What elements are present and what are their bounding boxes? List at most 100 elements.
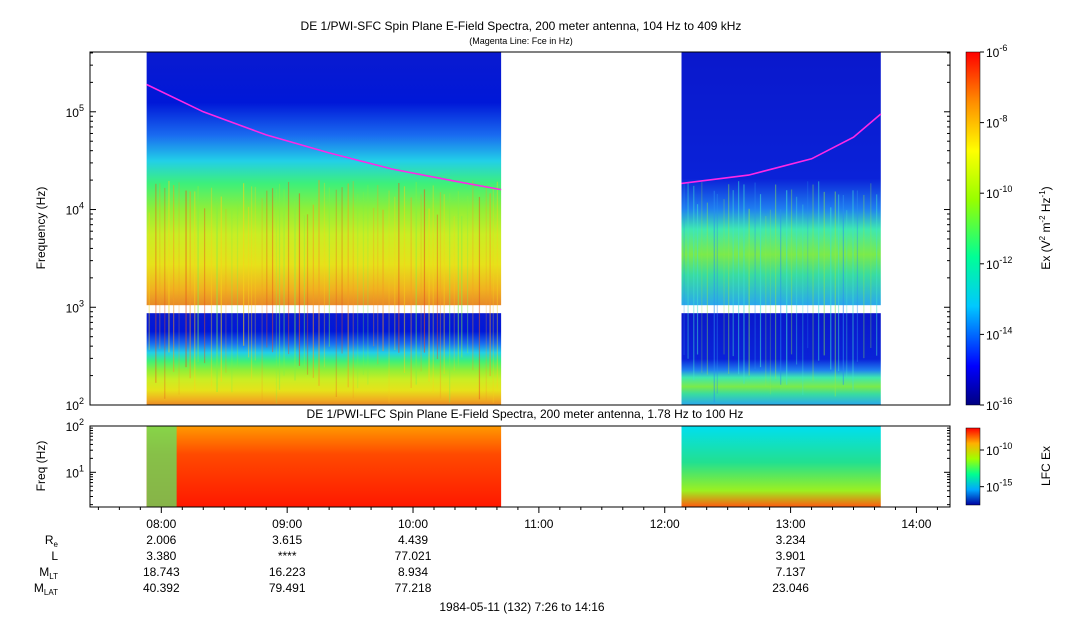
sfc-texture-streak xyxy=(155,183,157,383)
sfc-texture-streak xyxy=(278,183,281,390)
sfc-texture-streak xyxy=(775,184,777,380)
sfc-texture-streak xyxy=(377,185,379,365)
sfc-texture-streak xyxy=(231,210,233,393)
sfc-colorbar-label: Ex (V2 m-2 Hz-1) xyxy=(1038,186,1053,269)
ephemeris-value: 3.380 xyxy=(146,549,176,563)
sfc-texture-streak xyxy=(210,187,213,387)
lfc-colorbar-ticks: 10-10 10-15 xyxy=(980,441,1012,495)
sfc-texture-streak xyxy=(294,200,296,381)
sfc-texture-streak xyxy=(341,187,343,354)
sfc-texture-streak xyxy=(823,191,825,356)
sfc-texture-streak xyxy=(453,216,455,371)
sfc-texture-streak xyxy=(398,182,400,353)
lfc-cbar-tick-label: 10-10 xyxy=(986,441,1012,458)
sfc-texture-streak xyxy=(250,186,253,379)
footer-time-range: 1984-05-11 (132) 7:26 to 14:16 xyxy=(439,600,605,614)
sfc-y-tick-label: 103 xyxy=(66,298,84,315)
ephemeris-value: **** xyxy=(278,549,297,563)
ephemeris-value: 2.006 xyxy=(146,533,176,547)
sfc-title: DE 1/PWI-SFC Spin Plane E-Field Spectra,… xyxy=(301,19,742,33)
ephemeris-value: 3.901 xyxy=(776,549,806,563)
lfc-colorbar-label: LFC Ex xyxy=(1039,446,1053,486)
sfc-texture-streak xyxy=(420,194,422,372)
lfc-y-tick-label: 102 xyxy=(66,417,84,434)
ephemeris-row-label: Re xyxy=(45,533,59,549)
sfc-cbar-tick-label: 10-8 xyxy=(986,114,1007,131)
ephemeris-value: 8.934 xyxy=(398,565,428,579)
sfc-texture-streak xyxy=(148,212,150,350)
sfc-texture-streak xyxy=(388,190,390,403)
sfc-texture-streak xyxy=(347,183,349,388)
sfc-texture-streak xyxy=(254,186,256,361)
sfc-texture-streak xyxy=(415,182,417,385)
ephemeris-row-label: MLAT xyxy=(34,581,58,597)
sfc-texture-streak xyxy=(352,181,354,399)
sfc-texture-streak xyxy=(449,193,451,403)
time-tick-label: 11:00 xyxy=(524,517,553,531)
sfc-texture-streak xyxy=(728,184,730,374)
sfc-texture-streak xyxy=(194,191,196,393)
sfc-texture-streak xyxy=(765,215,767,387)
sfc-texture-streak xyxy=(769,209,772,395)
sfc-texture-streak xyxy=(732,190,734,357)
sfc-texture-streak xyxy=(863,194,865,359)
sfc-texture-streak xyxy=(287,181,290,355)
sfc-texture-streak xyxy=(423,189,426,353)
sfc-texture-streak xyxy=(410,197,412,388)
sfc-subtitle: (Magenta Line: Fce in Hz) xyxy=(469,36,573,46)
sfc-texture-streak xyxy=(168,180,170,353)
sfc-plot-frame xyxy=(89,51,951,406)
lfc-plot-frame xyxy=(89,425,951,508)
sfc-texture-streak xyxy=(159,183,161,349)
ephemeris-value: 7.137 xyxy=(776,565,806,579)
sfc-texture-streak xyxy=(461,216,463,358)
sfc-texture-streak xyxy=(856,190,859,362)
sfc-texture-streak xyxy=(357,193,359,389)
sfc-texture-streak xyxy=(306,214,309,375)
sfc-texture-streak xyxy=(837,194,840,372)
fce-line xyxy=(681,113,882,185)
cbar-label-sup2: -2 xyxy=(1038,215,1047,223)
ephemeris-row-label: L xyxy=(51,549,58,563)
sfc-texture-streak xyxy=(693,185,695,381)
cbar-label-sup1: 2 xyxy=(1038,235,1047,240)
sfc-texture-streak xyxy=(716,193,718,394)
sfc-cbar-tick-label: 10-16 xyxy=(986,396,1012,413)
sfc-texture-streak xyxy=(780,209,782,385)
lfc-data-block-edge xyxy=(146,426,177,507)
sfc-texture-streak xyxy=(870,183,872,349)
sfc-texture-streak xyxy=(185,190,187,368)
ephemeris-value: 40.392 xyxy=(143,581,180,595)
sfc-texture-streak xyxy=(428,208,430,382)
lfc-data-block xyxy=(681,426,881,507)
sfc-cbar-tick-label: 10-14 xyxy=(986,325,1012,342)
sfc-texture-streak xyxy=(846,210,848,378)
sfc-texture-streak xyxy=(323,182,326,368)
ephemeris-value: 23.046 xyxy=(772,581,809,595)
sfc-y-tick-label: 102 xyxy=(66,396,84,413)
sfc-spectrogram-layer xyxy=(146,52,882,405)
sfc-texture-streak xyxy=(834,191,836,397)
sfc-texture-streak xyxy=(754,182,756,370)
sfc-texture-streak xyxy=(367,184,369,385)
sfc-texture-streak xyxy=(496,181,498,389)
sfc-texture-streak xyxy=(283,189,285,376)
lfc-y-tick-label: 101 xyxy=(66,463,84,480)
time-tick-label: 12:00 xyxy=(650,517,680,531)
sfc-texture-streak xyxy=(220,196,222,382)
lfc-title: DE 1/PWI-LFC Spin Plane E-Field Spectra,… xyxy=(307,407,744,421)
ephemeris-value: 79.491 xyxy=(269,581,306,595)
time-tick-label: 09:00 xyxy=(272,517,302,531)
lfc-x-axis: 08:00 09:00 10:00 11:00 12:00 13:00 14:00 xyxy=(97,507,938,531)
sfc-texture-streak xyxy=(403,186,406,373)
sfc-texture-streak xyxy=(830,207,832,370)
sfc-texture-streak xyxy=(812,184,814,382)
sfc-texture-streak xyxy=(466,195,469,354)
sfc-colorbar xyxy=(965,51,981,406)
sfc-texture-streak xyxy=(443,194,445,374)
sfc-texture-streak xyxy=(275,188,278,404)
lfc-ylabel: Freq (Hz) xyxy=(34,441,48,492)
sfc-texture-streak xyxy=(842,194,844,385)
cbar-label-mid2: Hz xyxy=(1039,197,1053,215)
sfc-texture-streak xyxy=(328,187,330,347)
